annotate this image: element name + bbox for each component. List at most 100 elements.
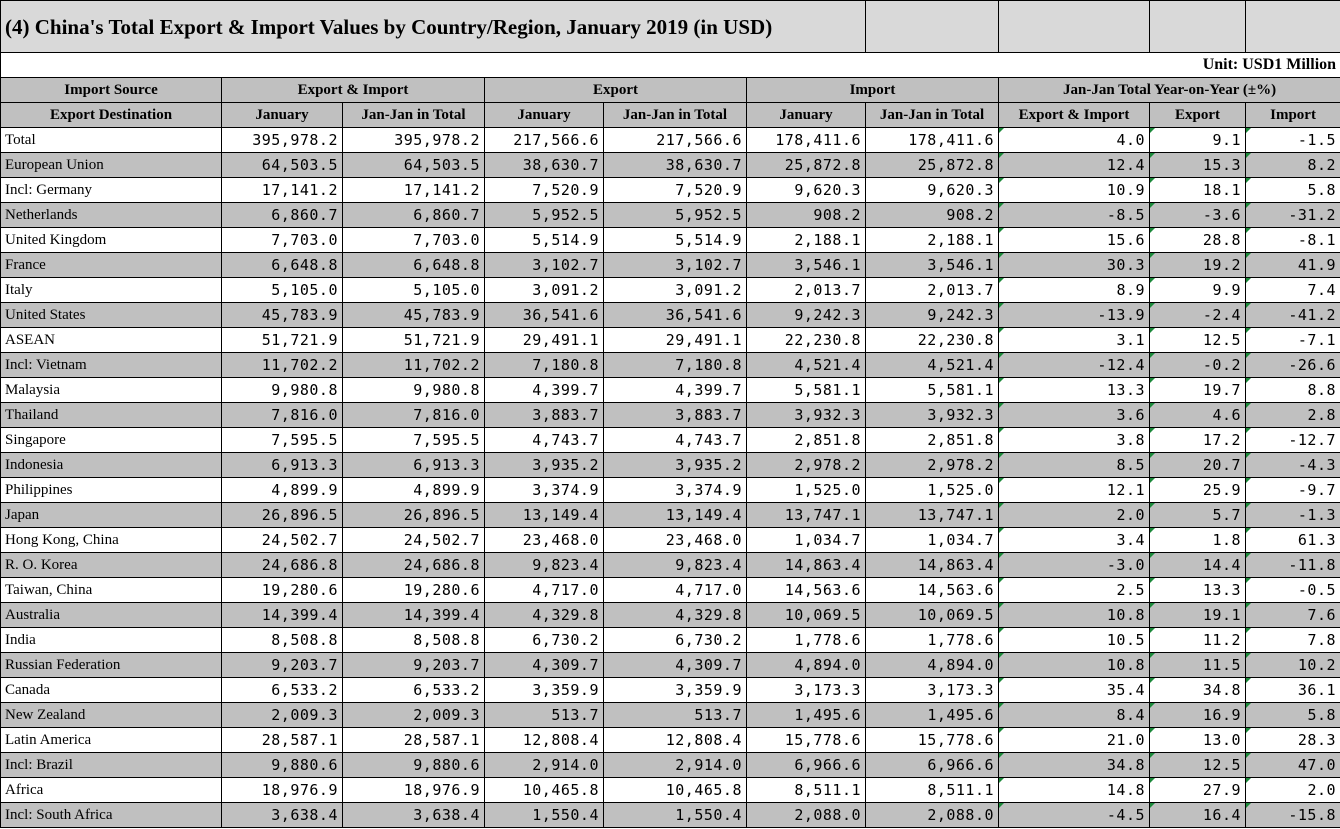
cell-yoy-export[interactable]: 18.1: [1149, 177, 1247, 203]
cell-yoy-export-import[interactable]: 8.5: [998, 452, 1151, 478]
cell-ei-total[interactable]: 2,009.3: [342, 702, 485, 728]
cell-yoy-import[interactable]: 7.8: [1245, 627, 1340, 653]
cell-ex-total[interactable]: 12,808.4: [603, 727, 747, 753]
cell-im-total[interactable]: 3,173.3: [865, 677, 1000, 703]
cell-ex-january[interactable]: 6,730.2: [484, 627, 604, 653]
cell-ex-january[interactable]: 10,465.8: [484, 777, 604, 803]
cell-yoy-export-import[interactable]: 34.8: [998, 752, 1151, 778]
cell-yoy-import[interactable]: -31.2: [1245, 202, 1340, 228]
cell-yoy-import[interactable]: 2.8: [1245, 402, 1340, 428]
cell-yoy-export[interactable]: 34.8: [1149, 677, 1247, 703]
cell-yoy-export[interactable]: 9.1: [1149, 127, 1247, 153]
cell-yoy-import[interactable]: 5.8: [1245, 702, 1340, 728]
cell-im-total[interactable]: 2,851.8: [865, 427, 1000, 453]
cell-yoy-export-import[interactable]: -3.0: [998, 552, 1151, 578]
cell-yoy-import[interactable]: -1.5: [1245, 127, 1340, 153]
cell-ex-january[interactable]: 3,102.7: [484, 252, 604, 278]
row-label[interactable]: France: [0, 252, 222, 278]
header-yoy-import[interactable]: Import: [1245, 102, 1340, 128]
cell-im-january[interactable]: 13,747.1: [745, 502, 867, 528]
cell-ei-total[interactable]: 45,783.9: [342, 302, 485, 328]
cell-ei-january[interactable]: 7,703.0: [221, 227, 343, 253]
cell-im-january[interactable]: 14,863.4: [745, 552, 867, 578]
cell-ei-total[interactable]: 11,702.2: [342, 352, 485, 378]
cell-yoy-import[interactable]: 28.3: [1245, 727, 1340, 753]
cell-im-total[interactable]: 1,034.7: [865, 527, 1000, 553]
cell-ei-total[interactable]: 7,595.5: [342, 427, 485, 453]
cell-yoy-export-import[interactable]: 4.0: [998, 127, 1151, 153]
cell-yoy-export[interactable]: 25.9: [1149, 477, 1247, 503]
row-label[interactable]: Latin America: [0, 727, 222, 753]
cell-yoy-export[interactable]: 16.9: [1149, 702, 1247, 728]
cell-yoy-export-import[interactable]: 3.4: [998, 527, 1151, 553]
cell-im-january[interactable]: 1,034.7: [745, 527, 867, 553]
cell-ex-total[interactable]: 513.7: [603, 702, 747, 728]
cell-im-total[interactable]: 8,511.1: [865, 777, 1000, 803]
cell-ei-total[interactable]: 64,503.5: [342, 152, 485, 178]
cell-yoy-export[interactable]: 19.2: [1149, 252, 1247, 278]
cell-yoy-import[interactable]: -12.7: [1245, 427, 1340, 453]
cell-yoy-export-import[interactable]: 12.1: [998, 477, 1151, 503]
empty-cell[interactable]: [1149, 0, 1247, 53]
cell-yoy-import[interactable]: -1.3: [1245, 502, 1340, 528]
cell-yoy-import[interactable]: 2.0: [1245, 777, 1340, 803]
cell-yoy-export[interactable]: 16.4: [1149, 802, 1247, 828]
cell-ex-january[interactable]: 38,630.7: [484, 152, 604, 178]
row-label[interactable]: New Zealand: [0, 702, 222, 728]
cell-im-january[interactable]: 25,872.8: [745, 152, 867, 178]
cell-yoy-export[interactable]: 15.3: [1149, 152, 1247, 178]
cell-yoy-export[interactable]: 11.5: [1149, 652, 1247, 678]
cell-ei-total[interactable]: 7,816.0: [342, 402, 485, 428]
cell-yoy-import[interactable]: -0.5: [1245, 577, 1340, 603]
cell-im-total[interactable]: 9,620.3: [865, 177, 1000, 203]
cell-ei-january[interactable]: 17,141.2: [221, 177, 343, 203]
cell-yoy-export-import[interactable]: 21.0: [998, 727, 1151, 753]
cell-ei-january[interactable]: 28,587.1: [221, 727, 343, 753]
cell-yoy-export-import[interactable]: 13.3: [998, 377, 1151, 403]
row-label[interactable]: United States: [0, 302, 222, 328]
header-im-january[interactable]: January: [745, 102, 867, 128]
cell-ex-january[interactable]: 7,180.8: [484, 352, 604, 378]
row-label[interactable]: Incl: South Africa: [0, 802, 222, 828]
cell-yoy-export-import[interactable]: 30.3: [998, 252, 1151, 278]
cell-ei-total[interactable]: 19,280.6: [342, 577, 485, 603]
cell-ei-january[interactable]: 11,702.2: [221, 352, 343, 378]
cell-yoy-export-import[interactable]: -12.4: [998, 352, 1151, 378]
cell-im-total[interactable]: 2,013.7: [865, 277, 1000, 303]
cell-ei-total[interactable]: 9,880.6: [342, 752, 485, 778]
cell-ex-january[interactable]: 7,520.9: [484, 177, 604, 203]
cell-im-total[interactable]: 2,088.0: [865, 802, 1000, 828]
cell-ei-january[interactable]: 6,913.3: [221, 452, 343, 478]
cell-ei-total[interactable]: 14,399.4: [342, 602, 485, 628]
cell-ei-january[interactable]: 19,280.6: [221, 577, 343, 603]
cell-im-total[interactable]: 5,581.1: [865, 377, 1000, 403]
cell-ei-total[interactable]: 7,703.0: [342, 227, 485, 253]
cell-yoy-export[interactable]: 13.0: [1149, 727, 1247, 753]
cell-yoy-export-import[interactable]: 10.5: [998, 627, 1151, 653]
cell-yoy-import[interactable]: 5.8: [1245, 177, 1340, 203]
cell-ex-total[interactable]: 3,374.9: [603, 477, 747, 503]
cell-yoy-export[interactable]: 19.7: [1149, 377, 1247, 403]
cell-ex-total[interactable]: 38,630.7: [603, 152, 747, 178]
cell-ex-total[interactable]: 23,468.0: [603, 527, 747, 553]
row-label[interactable]: European Union: [0, 152, 222, 178]
cell-im-january[interactable]: 4,894.0: [745, 652, 867, 678]
cell-yoy-import[interactable]: 41.9: [1245, 252, 1340, 278]
row-label[interactable]: Japan: [0, 502, 222, 528]
cell-im-january[interactable]: 10,069.5: [745, 602, 867, 628]
cell-im-january[interactable]: 15,778.6: [745, 727, 867, 753]
cell-im-total[interactable]: 2,188.1: [865, 227, 1000, 253]
cell-yoy-import[interactable]: -4.3: [1245, 452, 1340, 478]
header-ei-january[interactable]: January: [221, 102, 343, 128]
cell-ei-total[interactable]: 17,141.2: [342, 177, 485, 203]
cell-im-total[interactable]: 4,894.0: [865, 652, 1000, 678]
cell-ei-january[interactable]: 45,783.9: [221, 302, 343, 328]
cell-yoy-export-import[interactable]: 8.9: [998, 277, 1151, 303]
row-label[interactable]: Incl: Vietnam: [0, 352, 222, 378]
cell-im-total[interactable]: 6,966.6: [865, 752, 1000, 778]
row-label[interactable]: Italy: [0, 277, 222, 303]
cell-ei-january[interactable]: 64,503.5: [221, 152, 343, 178]
cell-ex-january[interactable]: 9,823.4: [484, 552, 604, 578]
cell-im-total[interactable]: 15,778.6: [865, 727, 1000, 753]
cell-im-january[interactable]: 4,521.4: [745, 352, 867, 378]
